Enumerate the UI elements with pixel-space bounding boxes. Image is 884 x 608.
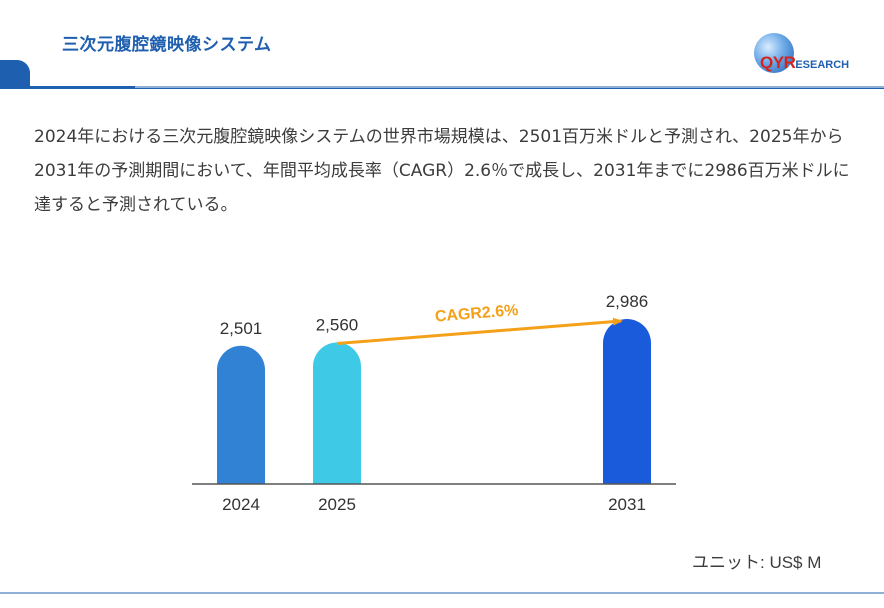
category-label-2024: 2024 [222,495,260,514]
cagr-arrow [336,317,623,346]
bar-2031 [603,319,651,484]
page-title: 三次元腹腔鏡映像システム [62,35,272,55]
globe-icon [754,33,794,73]
value-label-2024: 2,501 [220,319,263,338]
logo-wordmark: QYRESEARCH [760,53,849,73]
category-label-2031: 2031 [608,495,646,514]
bar-2024 [217,345,265,484]
header-tab-accent [0,60,30,86]
logo-r: R [783,53,796,72]
value-label-2025: 2,560 [316,316,359,335]
footer-divider [0,592,884,594]
bar-2025 [313,342,361,484]
logo-qy: QY [760,53,784,72]
qyresearch-logo: QYRESEARCH [750,33,870,77]
category-label-2025: 2025 [318,495,356,514]
unit-label: ユニット: US$ M [692,553,822,572]
value-label-2031: 2,986 [606,292,649,311]
logo-research: ESEARCH [795,59,850,71]
header-divider-light [135,86,884,88]
cagr-label: CAGR2.6% [434,302,519,326]
market-description: 2024年における三次元腹腔鏡映像システムの世界市場規模は、2501百万米ドルと… [34,127,850,215]
